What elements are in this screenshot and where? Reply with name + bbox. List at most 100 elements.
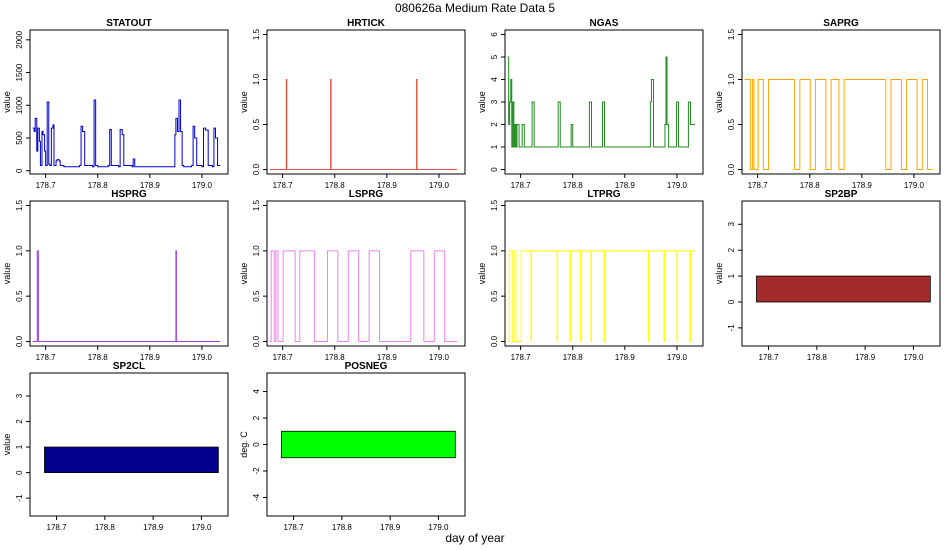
plot-frame <box>266 29 466 175</box>
x-tick-label: 178.9 <box>140 353 161 362</box>
y-axis-label: value <box>714 91 724 113</box>
y-tick-label: 0.5 <box>15 290 24 302</box>
y-tick-label: 0.5 <box>252 290 261 302</box>
y-tick-label: 2 <box>727 247 736 252</box>
y-tick-label: 1 <box>15 444 24 449</box>
y-axis-label: deg. C <box>239 431 249 458</box>
y-tick-label: 2 <box>490 122 499 127</box>
plot-frame <box>504 200 704 347</box>
panel-sp2cl: SP2CL value 178.7 178.8 178.9 179.0 -1 0 1 2 3 <box>2 361 229 532</box>
x-tick-label: 179.0 <box>192 181 213 190</box>
y-axis-label: value <box>477 91 487 113</box>
y-tick-label: 1.0 <box>252 245 261 257</box>
data-series-line <box>507 56 696 148</box>
x-tick-label: 179.0 <box>903 353 924 362</box>
x-tick-label: 179.0 <box>192 353 213 362</box>
y-tick-label: 3 <box>727 222 736 227</box>
plot-frame <box>29 29 229 175</box>
y-tick-label: -1 <box>727 324 736 332</box>
data-series-line <box>744 79 933 170</box>
x-tick-label: 178.7 <box>511 353 532 362</box>
y-tick-label: 3 <box>15 393 24 398</box>
figure-title: 080626a Medium Rate Data 5 <box>394 1 556 15</box>
x-tick-label: 178.9 <box>140 181 161 190</box>
data-series-line <box>507 250 696 342</box>
y-tick-label: 1.5 <box>252 28 261 40</box>
y-axis-label: value <box>2 91 12 113</box>
y-axis-label: value <box>2 434 12 456</box>
x-tick-label: 178.7 <box>273 181 294 190</box>
y-axis-label: value <box>239 263 249 285</box>
x-tick-label: 178.8 <box>332 523 353 532</box>
x-tick-label: 178.9 <box>380 523 401 532</box>
y-tick-label: 0.0 <box>15 335 24 347</box>
y-tick-label: 0.5 <box>252 118 261 130</box>
x-tick-label: 178.9 <box>615 181 636 190</box>
x-tick-label: 178.9 <box>377 353 398 362</box>
y-tick-label: 5 <box>490 54 499 59</box>
y-axis-label: value <box>477 263 487 285</box>
y-tick-label: 0.0 <box>252 335 261 347</box>
plot-frame <box>741 29 941 175</box>
y-tick-label: 4 <box>252 389 261 394</box>
panel-title: POSNEG <box>345 361 388 372</box>
x-tick-label: 178.9 <box>377 181 398 190</box>
y-tick-label: 2000 <box>15 30 24 48</box>
y-tick-label: -1 <box>15 494 24 502</box>
panel-saprg: SAPRG value 178.7 178.8 178.9 179.0 0.0 0.5 1.0 1… <box>714 18 941 190</box>
y-axis-label: value <box>239 91 249 113</box>
x-tick-label: 178.8 <box>325 353 346 362</box>
x-tick-label: 178.9 <box>615 353 636 362</box>
y-tick-label: -4 <box>252 493 261 501</box>
panel-title: SP2CL <box>113 361 145 372</box>
y-tick-label: 1.5 <box>252 199 261 211</box>
y-tick-label: 1000 <box>15 96 24 114</box>
x-tick-label: 178.7 <box>273 353 294 362</box>
figure-xlabel: day of year <box>445 531 505 545</box>
x-tick-label: 179.0 <box>428 523 449 532</box>
data-band <box>281 430 456 459</box>
panel-title: HSPRG <box>111 189 147 200</box>
y-tick-label: 1.0 <box>490 245 499 257</box>
x-tick-label: 178.8 <box>325 181 346 190</box>
y-tick-label: 0.5 <box>490 290 499 302</box>
x-tick-label: 179.0 <box>904 181 925 190</box>
panel-title: SAPRG <box>823 18 859 29</box>
x-tick-label: 179.0 <box>429 181 450 190</box>
data-band <box>756 275 931 303</box>
panel-title: STATOUT <box>106 18 152 29</box>
panel-title: SP2BP <box>825 189 858 200</box>
y-tick-label: 2 <box>252 415 261 420</box>
plot-frame <box>29 372 229 517</box>
y-tick-label: 3 <box>490 99 499 104</box>
y-tick-label: 1 <box>490 144 499 149</box>
y-tick-label: 0.5 <box>727 118 736 130</box>
x-tick-label: 178.8 <box>95 523 116 532</box>
y-tick-label: 0.0 <box>490 335 499 347</box>
panel-title: NGAS <box>590 18 619 29</box>
x-tick-label: 179.0 <box>429 353 450 362</box>
y-tick-label: -2 <box>252 467 261 475</box>
x-tick-label: 178.7 <box>47 523 68 532</box>
x-tick-label: 179.0 <box>667 353 688 362</box>
y-tick-label: 1.5 <box>15 199 24 211</box>
y-tick-label: 4 <box>490 77 499 82</box>
plot-frame <box>266 200 466 347</box>
x-tick-label: 178.7 <box>759 353 780 362</box>
y-tick-label: 0 <box>15 470 24 475</box>
x-tick-label: 178.8 <box>807 353 828 362</box>
panel-sp2bp: SP2BP value 178.7 178.8 178.9 179.0 -1 0 1 2 3 <box>714 189 941 362</box>
plot-frame <box>741 200 941 347</box>
y-tick-label: 1.0 <box>252 73 261 85</box>
panel-title: LTPRG <box>587 189 620 200</box>
y-tick-label: 0.0 <box>252 163 261 175</box>
x-tick-label: 178.7 <box>284 523 305 532</box>
panel-ngas: NGAS value 178.7 178.8 178.9 179.0 0 1 2 3 4 5 6 <box>477 18 704 190</box>
x-tick-label: 178.9 <box>855 353 876 362</box>
x-tick-label: 178.7 <box>511 181 532 190</box>
x-tick-label: 179.0 <box>667 181 688 190</box>
y-tick-label: 1.0 <box>727 73 736 85</box>
x-tick-label: 178.8 <box>88 181 109 190</box>
panel-statout: STATOUT value 178.7 178.8 178.9 179.0 0 500 1000… <box>2 18 229 190</box>
